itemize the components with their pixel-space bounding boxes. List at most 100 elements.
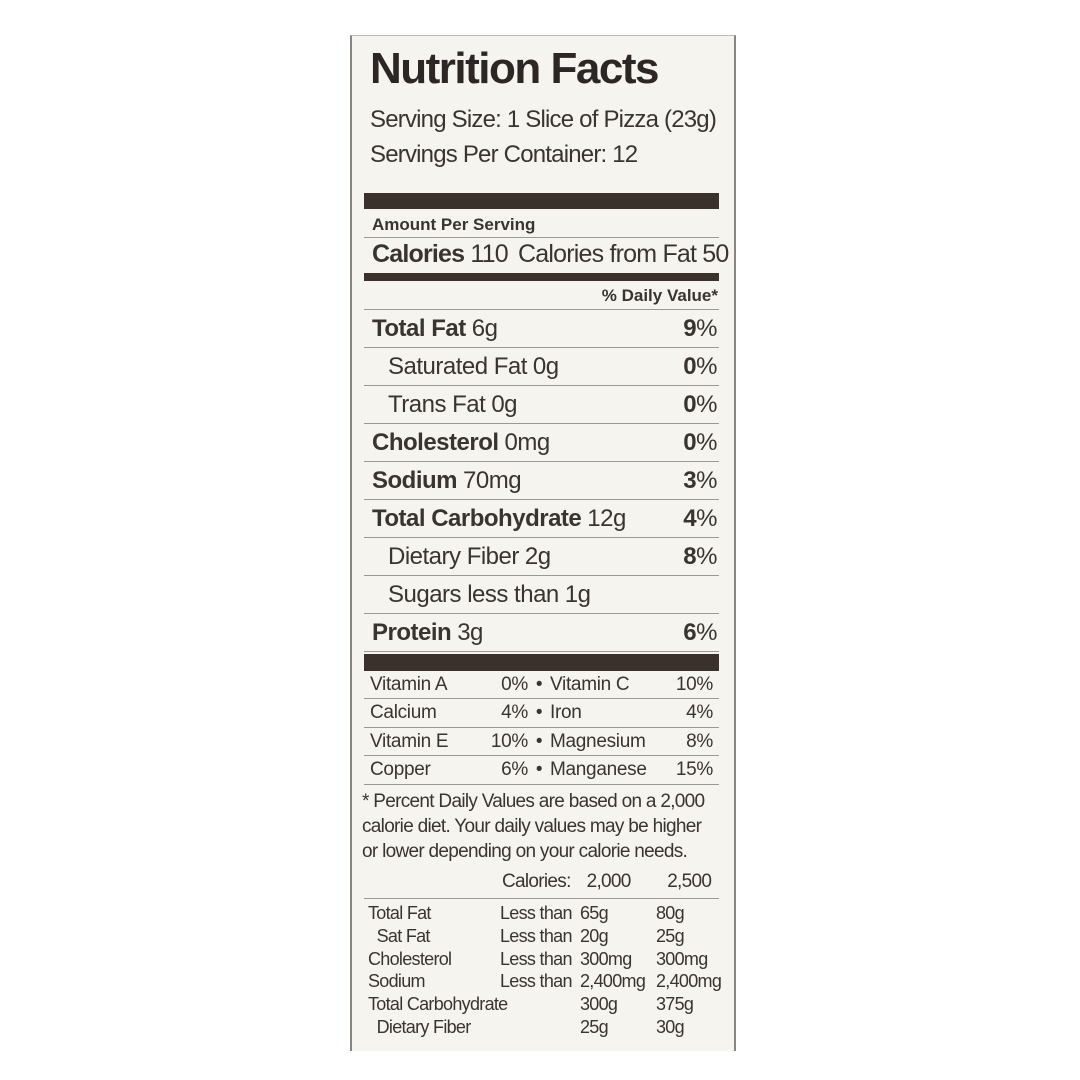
- nutrient-amount: 0g: [532, 352, 559, 380]
- reference-name: Sodium: [368, 971, 426, 992]
- nutrient-amount: 70mg: [463, 466, 522, 494]
- vitamin-name: Manganese: [550, 759, 647, 780]
- reference-name: Total Carbohydrate: [368, 994, 508, 1015]
- reference-a: 2,400mg: [580, 971, 646, 992]
- nutrient-name: Sodium 70mg: [372, 466, 522, 495]
- thick-divider: [364, 193, 719, 209]
- reference-a: 25g: [580, 1016, 609, 1037]
- nutrient-amount: 3g: [457, 618, 483, 646]
- thick-divider: [364, 654, 719, 671]
- reference-a: 300g: [580, 994, 618, 1015]
- reference-row: Total Carbohydrate 300g 375g: [368, 993, 721, 1016]
- reference-name: Sat Fat: [368, 925, 431, 946]
- pct-value: 6: [683, 618, 697, 646]
- nutrient-amount: 0mg: [504, 428, 551, 456]
- nutrient-daily-value: 8%: [683, 542, 717, 570]
- nutrient-row: Protein 3g 6%: [364, 614, 719, 652]
- nutrient-row: Trans Fat 0g 0%: [364, 386, 719, 424]
- reference-cond: Less than: [500, 948, 572, 969]
- divider: [364, 309, 719, 310]
- vitamin-row: Vitamin A 0% • Vitamin C 10%: [364, 671, 719, 699]
- serving-size: Serving Size: 1 Slice of Pizza (23g): [370, 106, 717, 133]
- reference-cond: [500, 1016, 580, 1039]
- reference-name: Dietary Fiber: [368, 1016, 472, 1037]
- reference-a: 300mg: [580, 948, 632, 969]
- reference-name: Total Fat: [368, 903, 431, 923]
- reference-row: Dietary Fiber 25g 30g: [368, 1016, 721, 1039]
- nutrient-name: Saturated Fat 0g: [388, 353, 559, 381]
- nutrient-row: Total Fat 6g 9%: [364, 310, 719, 348]
- divider: [364, 237, 719, 238]
- nutrient-daily-value: 9%: [683, 314, 717, 342]
- nutrient-row: Total Carbohydrate 12g 4%: [364, 500, 719, 538]
- reference-row: Sodium Less than 2,400mg 2,400mg: [368, 970, 722, 993]
- vitamin-name: Copper: [370, 759, 431, 780]
- nutrition-facts-label: Nutrition Facts Serving Size: 1 Slice of…: [350, 35, 736, 1051]
- nutrient-label: Total Fat: [372, 314, 466, 342]
- nutrient-daily-value: 4%: [683, 504, 717, 532]
- nutrient-amount: 0g: [491, 390, 518, 418]
- calorie-header-label: Calories:: [502, 871, 571, 892]
- vitamin-value: 10%: [675, 673, 713, 695]
- nutrient-row: Sodium 70mg 3%: [364, 462, 719, 500]
- calorie-header-2500: 2,500: [667, 871, 712, 892]
- nutrient-daily-value: 6%: [683, 618, 717, 646]
- calorie-header-2000: 2,000: [586, 871, 632, 892]
- bullet-icon: •: [535, 702, 543, 723]
- calorie-header: Calories: 2,000 2,500: [502, 871, 712, 893]
- nutrient-label: Sodium: [372, 466, 458, 494]
- reference-a: 65g: [580, 903, 609, 923]
- nutrient-label: Protein: [372, 618, 452, 646]
- footnote-line: calorie diet. Your daily values may be h…: [362, 816, 702, 837]
- vitamin-name: Vitamin C: [550, 673, 630, 695]
- vitamin-value: 8%: [686, 730, 713, 752]
- vitamin-value: 4%: [501, 702, 528, 723]
- nutrient-name: Sugars less than 1g: [388, 580, 591, 609]
- reference-table: Total Fat Less than 65g 80g Sat Fat Less tha…: [368, 902, 722, 1039]
- vitamin-row: Calcium 4% • Iron 4%: [364, 700, 719, 728]
- nutrient-label: Total Carbohydrate: [372, 504, 582, 532]
- reference-cond: Less than: [500, 903, 572, 923]
- nutrient-name: Total Fat 6g: [372, 314, 498, 343]
- pct-value: 9: [683, 314, 697, 342]
- pct-value: 0: [683, 352, 697, 380]
- vitamin-name: Magnesium: [550, 730, 646, 752]
- reference-a: 20g: [580, 925, 609, 946]
- pct-value: 8: [683, 542, 697, 570]
- medium-divider: [364, 273, 719, 281]
- calories-label: Calories: [372, 240, 465, 268]
- nutrient-name: Dietary Fiber 2g: [388, 543, 551, 571]
- vitamin-row: Copper 6% • Manganese 15%: [364, 757, 719, 785]
- reference-b: 30g: [656, 1016, 685, 1037]
- nutrient-daily-value: 0%: [683, 428, 717, 456]
- nutrient-name: Trans Fat 0g: [388, 390, 518, 419]
- bullet-icon: •: [535, 673, 543, 695]
- reference-b: 300mg: [656, 948, 708, 969]
- reference-row: Cholesterol Less than 300mg 300mg: [368, 948, 721, 971]
- vitamin-value: 4%: [686, 702, 713, 723]
- amount-per-serving: Amount Per Serving: [372, 215, 536, 234]
- label-title: Nutrition Facts: [370, 44, 659, 93]
- divider: [364, 898, 719, 899]
- vitamin-name: Vitamin A: [370, 673, 448, 695]
- reference-b: 80g: [656, 903, 685, 923]
- nutrient-label: Cholesterol: [372, 428, 499, 456]
- vitamin-value: 0%: [501, 673, 528, 695]
- nutrient-daily-value: 3%: [683, 466, 717, 494]
- nutrient-row: Cholesterol 0mg 0%: [364, 424, 719, 462]
- nutrient-name: Protein 3g: [372, 619, 483, 647]
- reference-name: Cholesterol: [368, 948, 452, 969]
- footnote: * Percent Daily Values are based on a 2,…: [362, 789, 705, 864]
- reference-b: 25g: [656, 925, 685, 946]
- footnote-line: * Percent Daily Values are based on a 2,…: [362, 791, 705, 812]
- reference-cond: Less than: [500, 971, 572, 992]
- nutrient-row: Sugars less than 1g: [364, 576, 719, 614]
- vitamin-row: Vitamin E 10% • Magnesium 8%: [364, 728, 719, 756]
- reference-b: 2,400mg: [656, 971, 722, 992]
- nutrient-amount: 1g: [564, 580, 591, 608]
- calories-line: Calories 110 Calories from Fat 50: [372, 240, 729, 269]
- vitamin-value: 10%: [490, 730, 528, 752]
- pct-value: 3: [683, 466, 697, 494]
- footnote-line: or lower depending on your calorie needs…: [362, 841, 688, 862]
- vitamin-value: 15%: [675, 759, 713, 780]
